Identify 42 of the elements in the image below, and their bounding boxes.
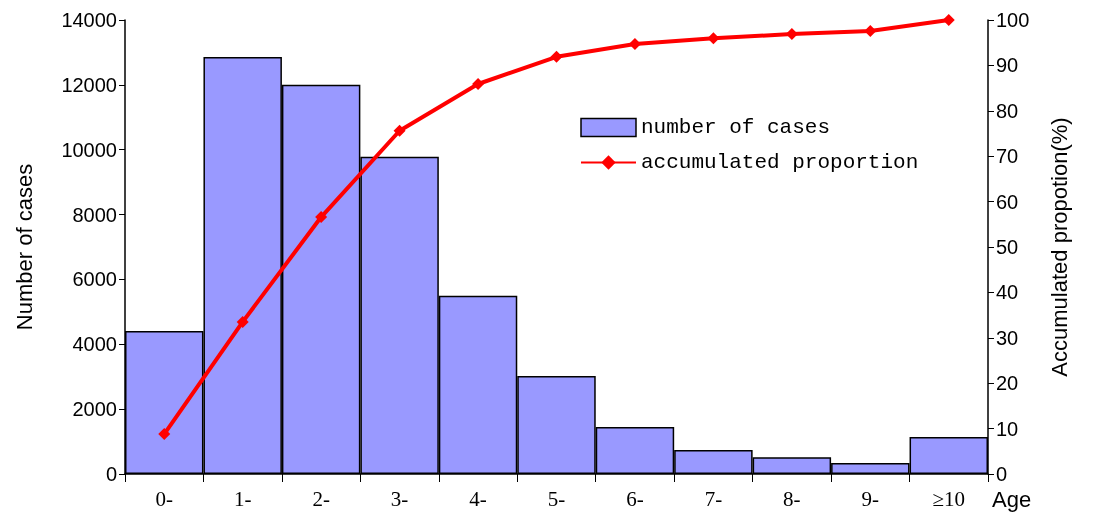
point bbox=[236, 315, 249, 328]
y2-tick-label: 80 bbox=[996, 99, 1019, 122]
x-axis-title: Age bbox=[992, 486, 1032, 512]
y2-axis-title: Accumulated propotion(%) bbox=[1046, 117, 1072, 377]
x-tick-label: 2- bbox=[312, 486, 330, 511]
y2-tick-label: 100 bbox=[996, 9, 1030, 31]
x-tick-label: 9- bbox=[861, 486, 880, 511]
x-tick-label: 8- bbox=[783, 486, 801, 511]
y-tick-label: 12000 bbox=[61, 73, 117, 96]
x-tick-label: 4- bbox=[469, 486, 487, 511]
x-tick-label: 1- bbox=[233, 486, 252, 511]
y-tick-label: 8000 bbox=[72, 203, 117, 226]
x-tick-label: 0- bbox=[155, 486, 173, 511]
y2-tick-label: 30 bbox=[996, 326, 1019, 349]
point bbox=[158, 428, 171, 441]
point bbox=[472, 78, 485, 91]
point bbox=[315, 211, 328, 224]
y2-tick-label: 0 bbox=[996, 463, 1008, 485]
point bbox=[393, 124, 406, 137]
y2-tick-label: 40 bbox=[996, 281, 1019, 304]
y-tick-label: 10000 bbox=[61, 138, 117, 161]
y-tick-label: 4000 bbox=[72, 333, 117, 356]
y-tick-label: 6000 bbox=[72, 268, 117, 291]
y2-tick-label: 10 bbox=[996, 417, 1019, 440]
point bbox=[550, 50, 563, 63]
x-tick-label: 3- bbox=[390, 486, 409, 511]
x-tick-label: 7- bbox=[704, 486, 723, 511]
y-axis-title: Number of cases bbox=[11, 163, 37, 331]
y2-tick-label: 60 bbox=[996, 190, 1019, 213]
y-tick-label: 0 bbox=[105, 463, 117, 485]
y-tick-label: 2000 bbox=[72, 398, 117, 421]
x-tick-label: 6- bbox=[626, 486, 644, 511]
point bbox=[864, 24, 877, 37]
legend-label: number of cases bbox=[641, 116, 831, 139]
y2-tick-label: 70 bbox=[996, 145, 1019, 168]
y-tick-label: 14000 bbox=[61, 9, 117, 31]
x-tick-label: ≥10 bbox=[932, 486, 966, 511]
legend-label: accumulated proportion bbox=[641, 151, 919, 174]
y2-tick-label: 20 bbox=[996, 372, 1019, 395]
x-tick-label: 5- bbox=[547, 486, 566, 511]
y2-tick-label: 50 bbox=[996, 236, 1019, 258]
y2-tick-label: 90 bbox=[996, 54, 1019, 77]
